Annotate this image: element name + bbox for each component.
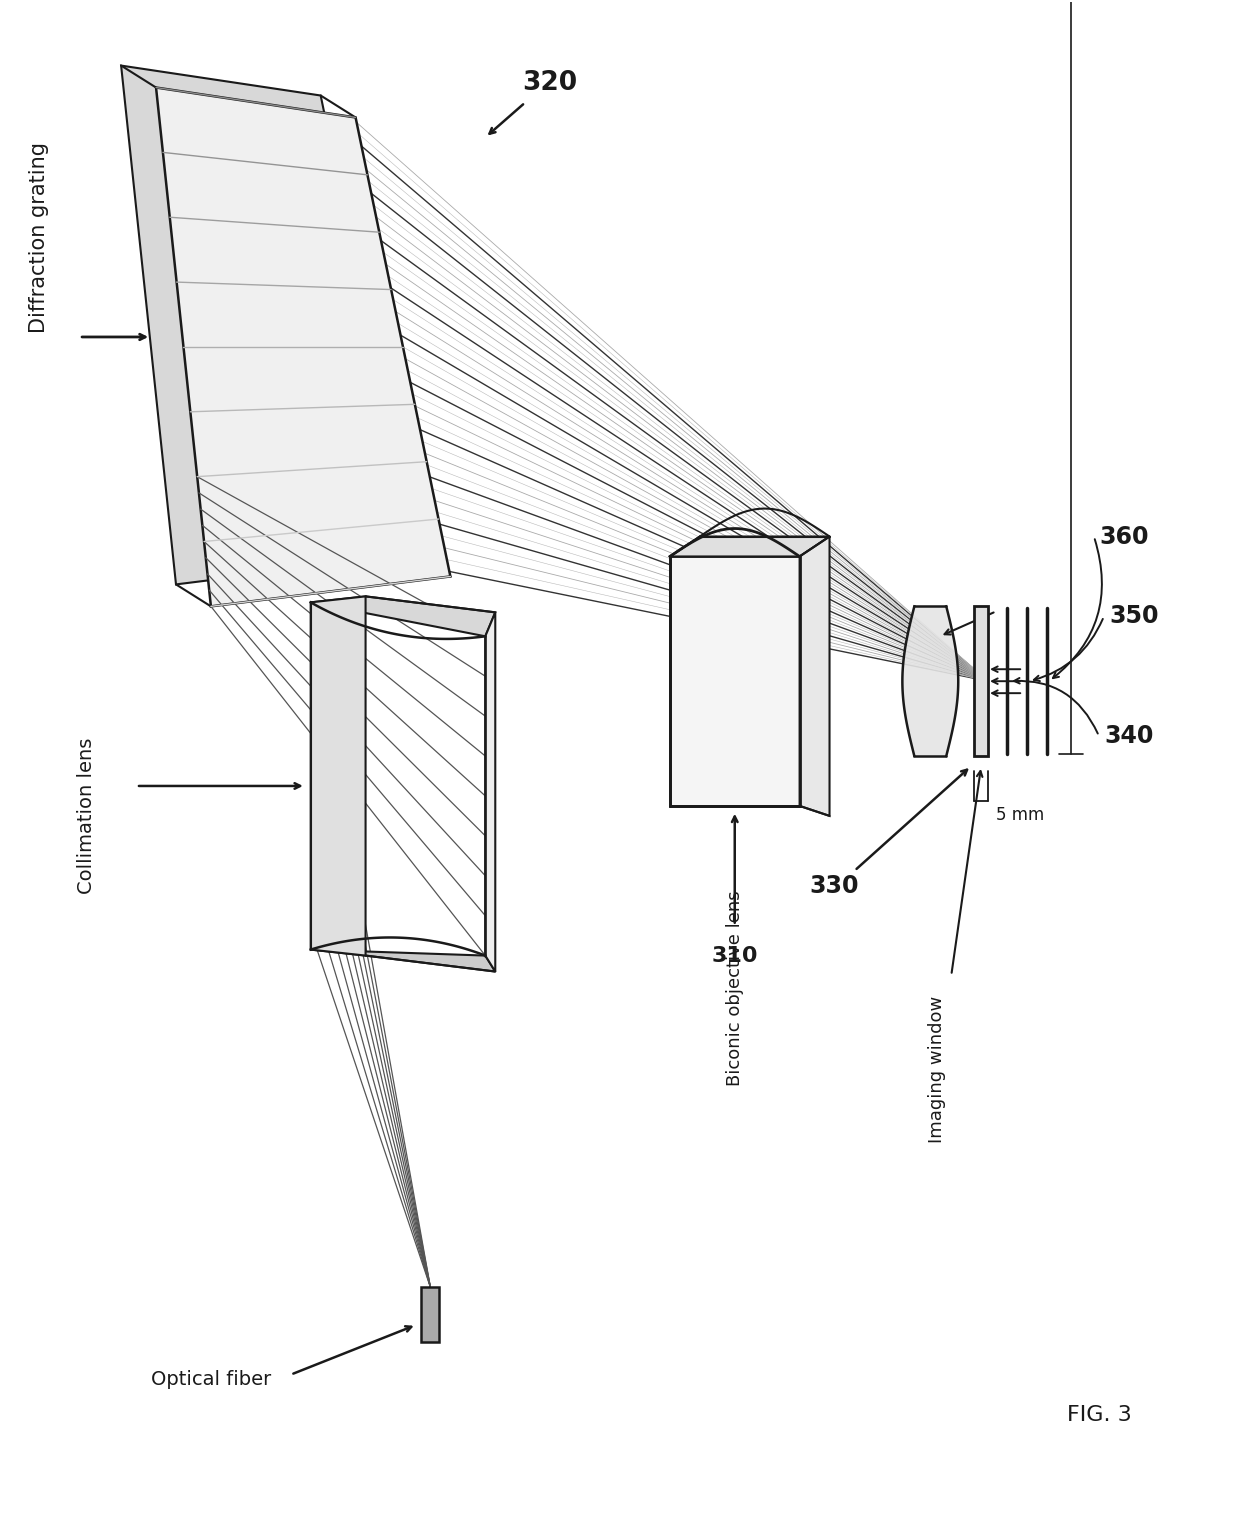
Bar (422, 1287, 439, 1342)
Polygon shape (156, 88, 450, 607)
Text: 340: 340 (1104, 723, 1153, 748)
Text: 360: 360 (1099, 524, 1148, 548)
Polygon shape (485, 613, 495, 972)
Polygon shape (903, 607, 959, 756)
Text: Diffraction grating: Diffraction grating (30, 141, 50, 333)
Text: 320: 320 (522, 69, 578, 95)
Text: Collimation lens: Collimation lens (77, 737, 95, 894)
Text: Imaging window: Imaging window (929, 995, 946, 1143)
Polygon shape (311, 949, 495, 972)
Text: 5 mm: 5 mm (996, 806, 1044, 823)
Bar (975, 607, 988, 756)
Polygon shape (122, 66, 415, 584)
Text: 330: 330 (810, 874, 859, 897)
Polygon shape (670, 536, 830, 556)
Text: FIG. 3: FIG. 3 (1066, 1404, 1131, 1424)
Text: 350: 350 (1109, 604, 1158, 628)
Text: 310: 310 (712, 946, 758, 966)
Polygon shape (311, 596, 366, 955)
Polygon shape (800, 536, 830, 816)
Text: Optical fiber: Optical fiber (151, 1370, 272, 1389)
Bar (670, 556, 800, 806)
Polygon shape (311, 596, 495, 636)
Text: Biconic objective lens: Biconic objective lens (725, 891, 744, 1086)
